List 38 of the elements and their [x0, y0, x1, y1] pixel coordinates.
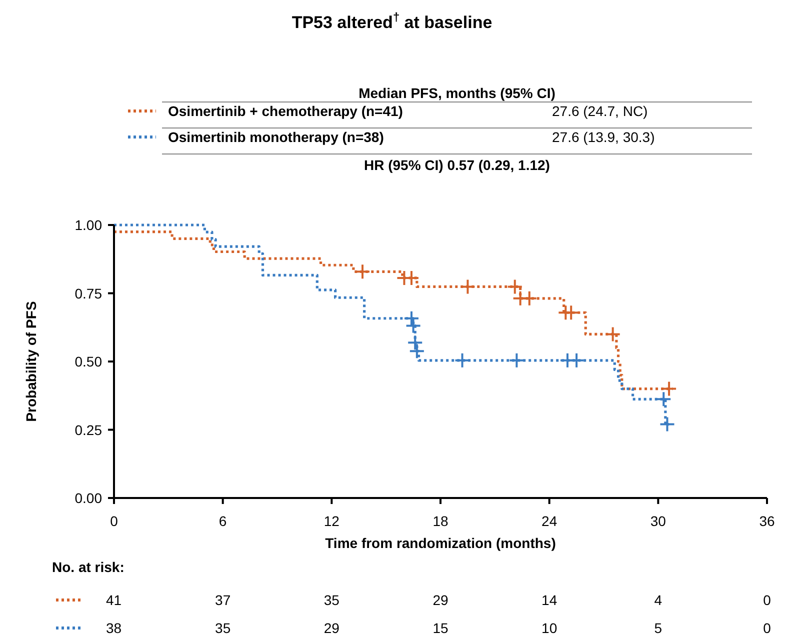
point — [563, 304, 580, 321]
y-axis-title: Probability of PFS — [23, 301, 39, 422]
x-tick-label: 30 — [650, 513, 666, 529]
text: 27.6 (13.9, 30.3) — [552, 129, 655, 145]
x-tick-label: 18 — [432, 513, 448, 529]
x-tick-label: 12 — [324, 513, 340, 529]
point — [656, 391, 672, 408]
point — [454, 352, 470, 368]
point — [659, 416, 676, 432]
chart-title: TP53 altered$^{†}$ at baseline — [292, 10, 492, 32]
point — [506, 278, 523, 295]
x-tick-label: 24 — [542, 513, 558, 529]
y-tick-label: 0.25 — [74, 422, 102, 438]
point — [460, 278, 476, 295]
x-axis-title: Time from randomization (months) — [325, 535, 556, 551]
y-tick-label: 0.50 — [74, 354, 102, 370]
point — [604, 326, 621, 342]
point — [568, 352, 585, 368]
text: 38 35 29 15 10 5 0 — [106, 620, 771, 636]
x-tick-label: 0 — [110, 513, 118, 529]
legend-label: Osimertinib monotherapy (n=38) — [168, 129, 384, 145]
point — [405, 318, 422, 334]
legend-label: Osimertinib + chemotherapy (n=41) — [168, 103, 403, 119]
x-tick-label: 36 — [759, 513, 775, 529]
y-tick-label: 1.00 — [74, 217, 102, 233]
point — [403, 310, 420, 326]
legend-title: Median PFS, months (95% CI) — [358, 85, 556, 101]
text: HR (95% CI) 0.57 (0.29, 1.12) — [364, 157, 550, 173]
text: 41 37 35 29 14 4 0 — [106, 592, 771, 608]
point — [508, 352, 525, 368]
point — [407, 334, 424, 351]
point — [408, 343, 425, 360]
text: 27.6 (24.7, NC) — [552, 103, 648, 119]
text: No. at risk: — [52, 559, 124, 575]
y-tick-label: 0.75 — [74, 285, 102, 302]
y-tick-label: 0.00 — [74, 490, 102, 506]
point — [521, 290, 538, 306]
x-tick-label: 6 — [218, 513, 227, 529]
